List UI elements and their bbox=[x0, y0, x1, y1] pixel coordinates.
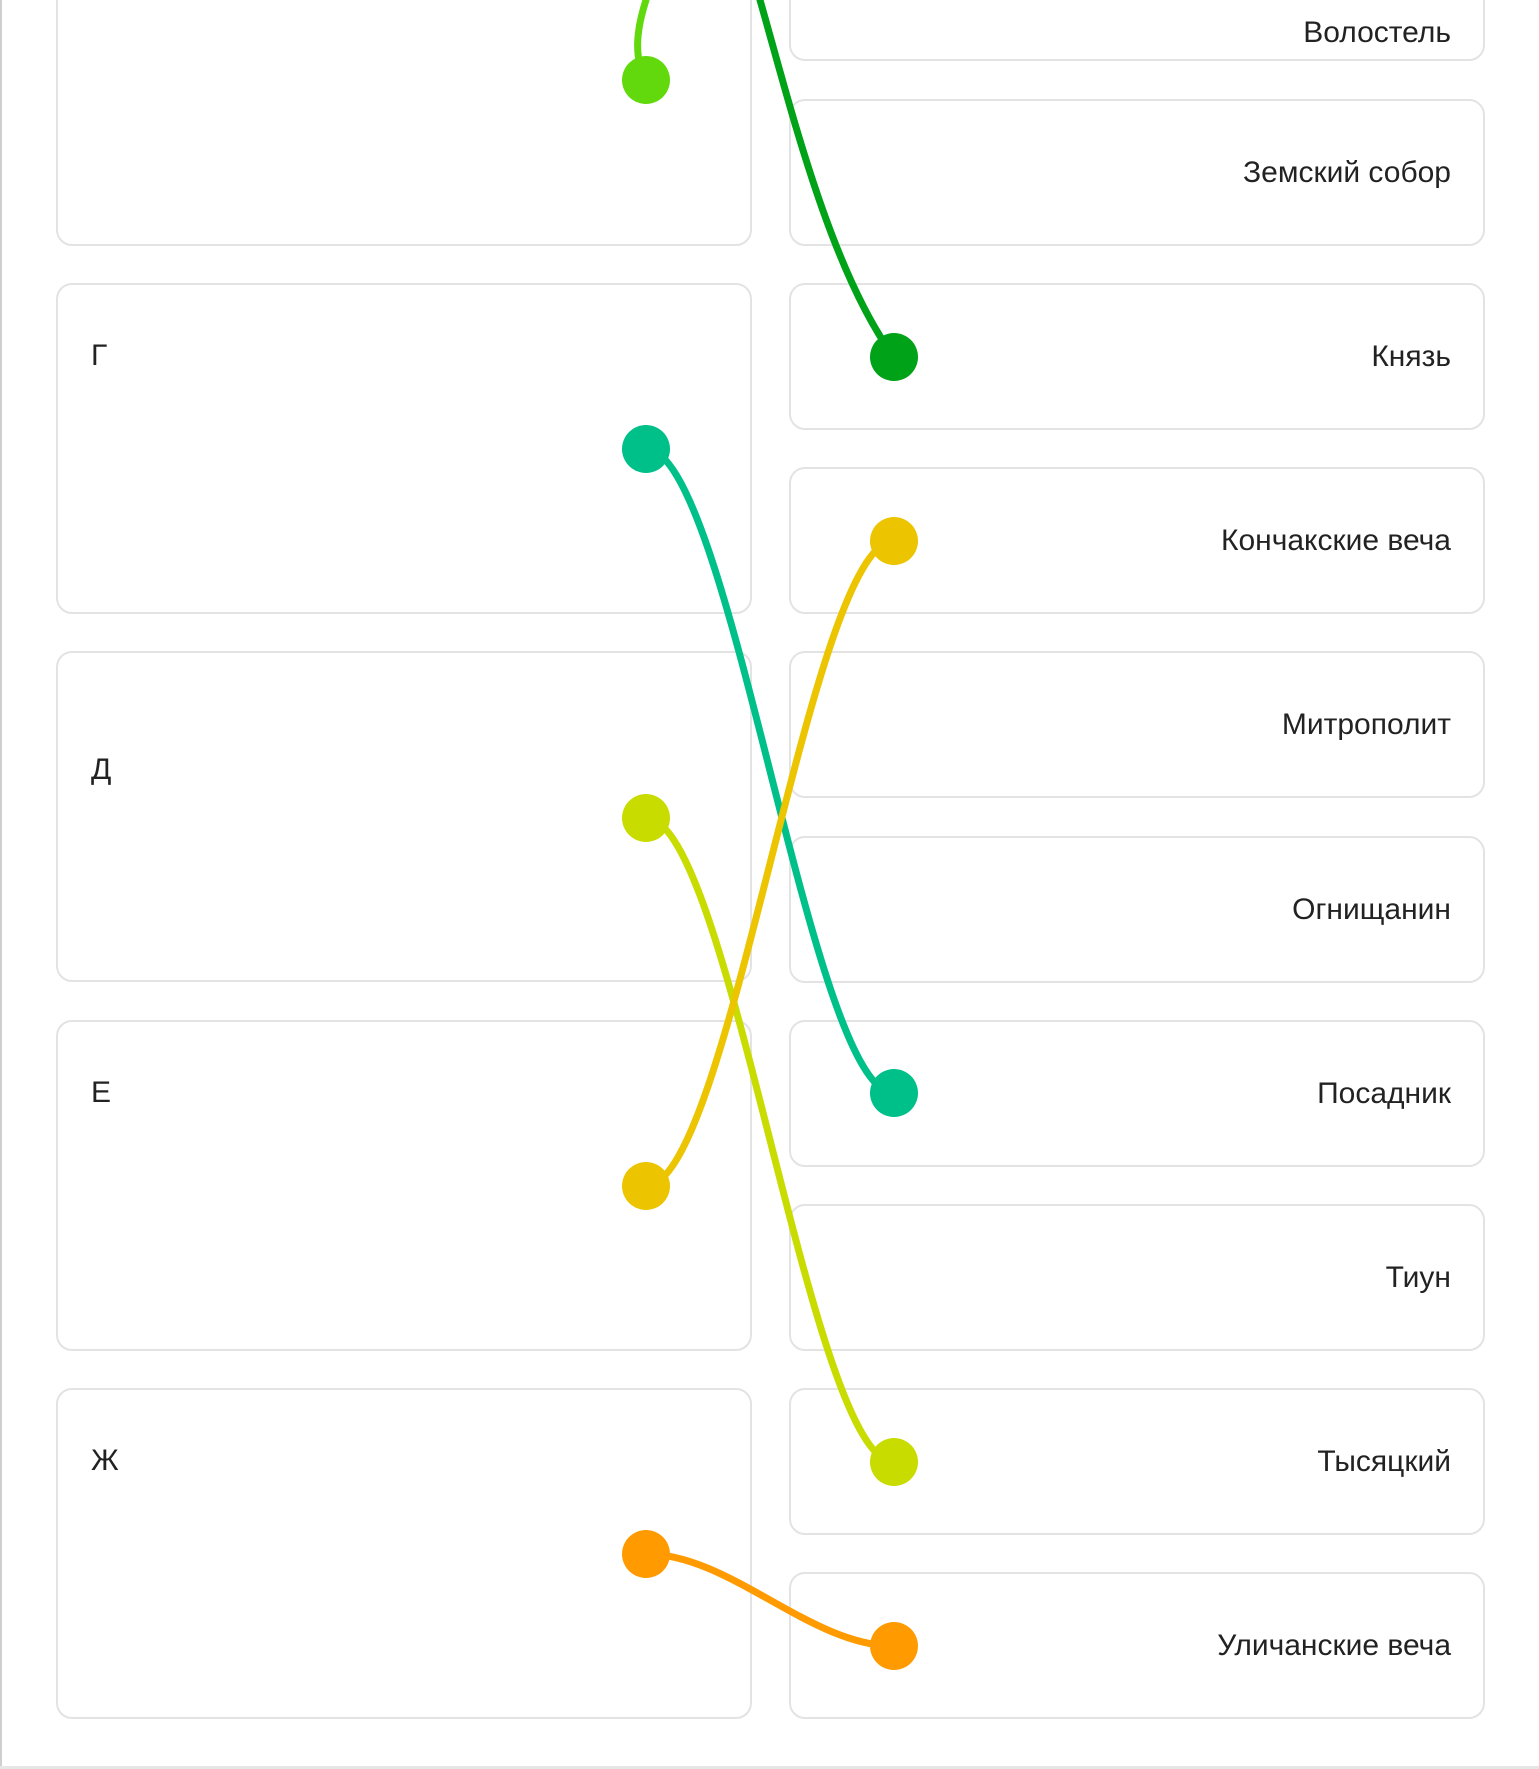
right-card-label: Волостель bbox=[1303, 16, 1451, 49]
right-card-label: Тысяцкий bbox=[1317, 1444, 1451, 1478]
page-frame-left bbox=[0, 0, 2, 1769]
left-card-label: Г bbox=[91, 339, 108, 372]
right-card-label: Князь bbox=[1371, 339, 1451, 373]
right-card-mitropolit[interactable]: Митрополит bbox=[789, 651, 1485, 798]
right-card-volostel[interactable]: Волостель bbox=[789, 0, 1485, 61]
left-card-zh[interactable]: Ж bbox=[56, 1388, 752, 1719]
right-card-zemsky-sobor[interactable]: Земский собор bbox=[789, 99, 1485, 246]
page-frame-bottom bbox=[0, 1766, 1539, 1769]
right-card-label: Посадник bbox=[1317, 1076, 1451, 1110]
left-card-d[interactable]: Д bbox=[56, 651, 752, 982]
left-card-0[interactable] bbox=[56, 0, 752, 246]
right-card-ognischanin[interactable]: Огнищанин bbox=[789, 836, 1485, 983]
right-card-posadnik[interactable]: Посадник bbox=[789, 1020, 1485, 1167]
right-card-tiun[interactable]: Тиун bbox=[789, 1204, 1485, 1351]
left-card-g[interactable]: Г bbox=[56, 283, 752, 614]
right-card-label: Митрополит bbox=[1281, 707, 1451, 741]
right-card-label: Тиун bbox=[1385, 1260, 1451, 1294]
right-card-tysyatsky[interactable]: Тысяцкий bbox=[789, 1388, 1485, 1535]
left-card-e[interactable]: Е bbox=[56, 1020, 752, 1351]
right-card-label: Уличанские веча bbox=[1217, 1628, 1451, 1662]
right-card-knyaz[interactable]: Князь bbox=[789, 283, 1485, 430]
right-card-label: Земский собор bbox=[1243, 155, 1451, 189]
right-card-label: Кончакские веча bbox=[1220, 523, 1451, 557]
left-card-label: Е bbox=[91, 1076, 112, 1109]
left-card-label: Д bbox=[91, 753, 112, 786]
left-card-label: Ж bbox=[91, 1444, 119, 1477]
right-card-ulichanskie-vecha[interactable]: Уличанские веча bbox=[789, 1572, 1485, 1719]
right-card-label: Огнищанин bbox=[1292, 892, 1451, 926]
right-card-konchakskie-vecha[interactable]: Кончакские веча bbox=[789, 467, 1485, 614]
